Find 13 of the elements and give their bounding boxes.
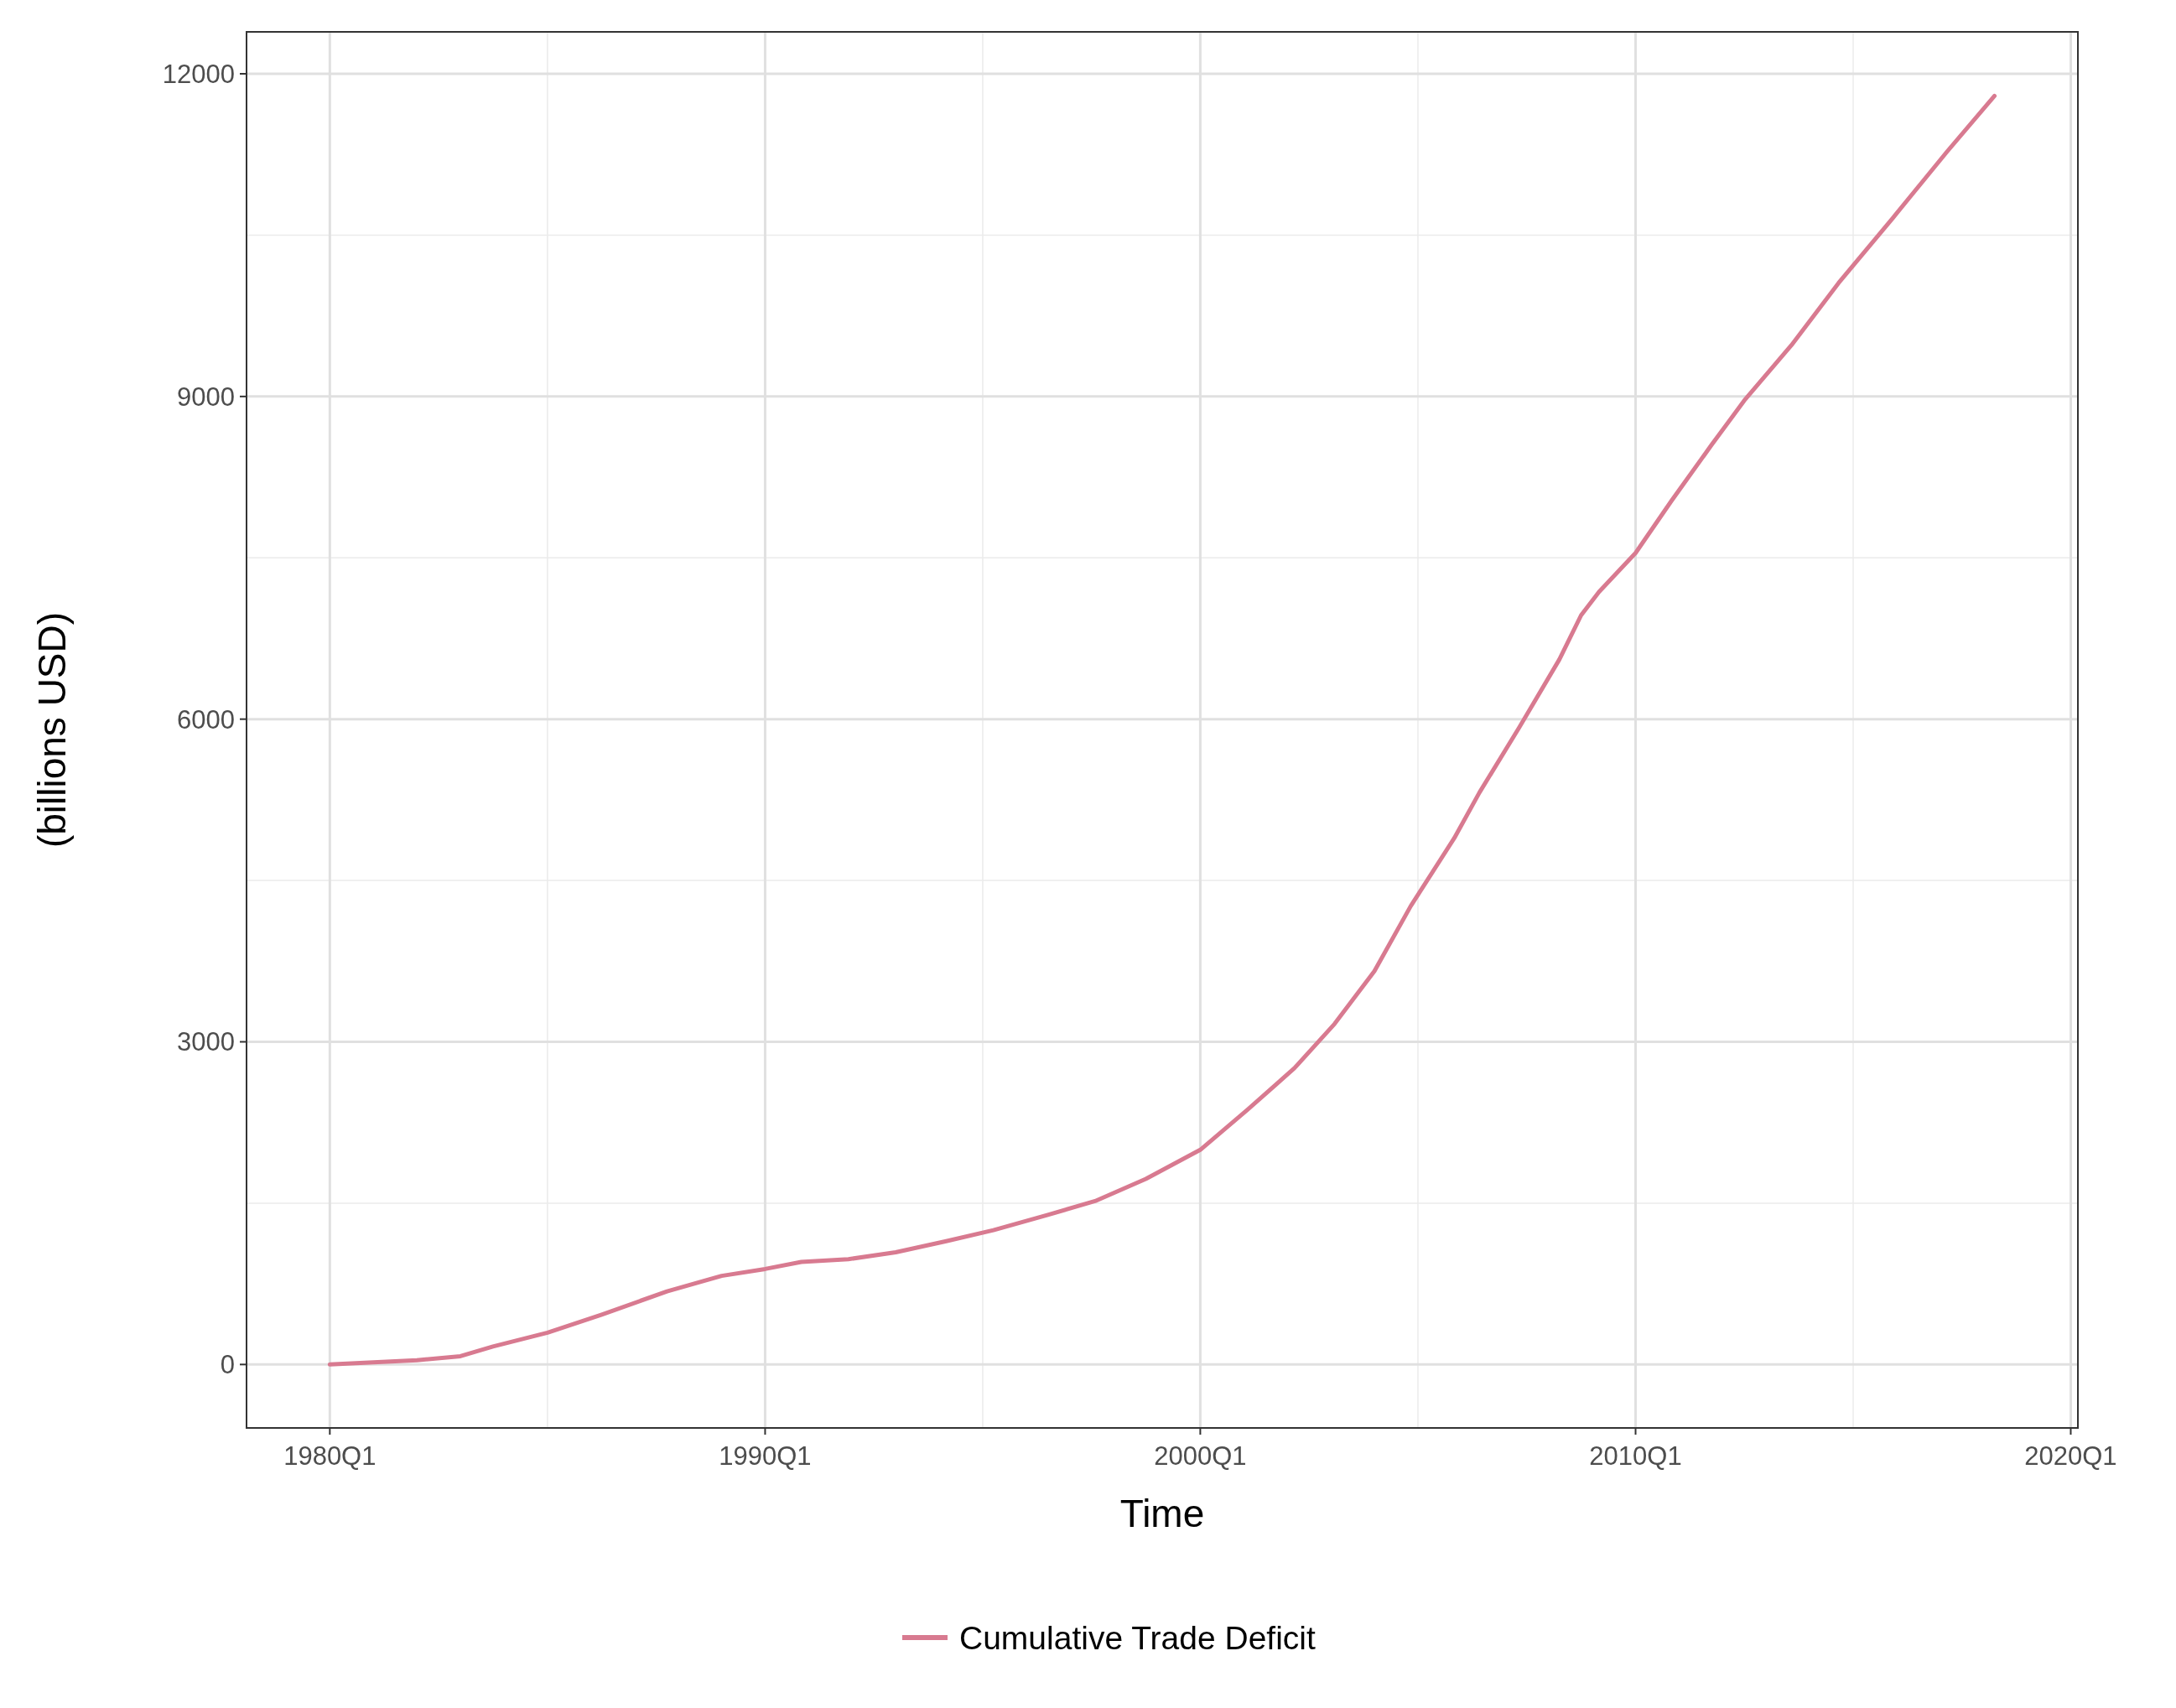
x-tick-label: 2020Q1 xyxy=(2024,1441,2117,1471)
x-tick-label: 1990Q1 xyxy=(719,1441,812,1471)
x-axis-title: Time xyxy=(1119,1492,1205,1535)
x-tick-label: 1980Q1 xyxy=(283,1441,377,1471)
legend-label: Cumulative Trade Deficit xyxy=(959,1619,1316,1656)
y-tick-label: 3000 xyxy=(177,1027,235,1057)
y-tick-label: 0 xyxy=(220,1350,235,1380)
x-tick-label: 2000Q1 xyxy=(1154,1441,1247,1471)
y-tick-label: 6000 xyxy=(177,704,235,735)
y-tick-label: 9000 xyxy=(177,382,235,412)
x-tick-label: 2010Q1 xyxy=(1589,1441,1682,1471)
y-tick-label: 12000 xyxy=(162,59,235,89)
y-axis-title: (billions USD) xyxy=(30,611,74,849)
